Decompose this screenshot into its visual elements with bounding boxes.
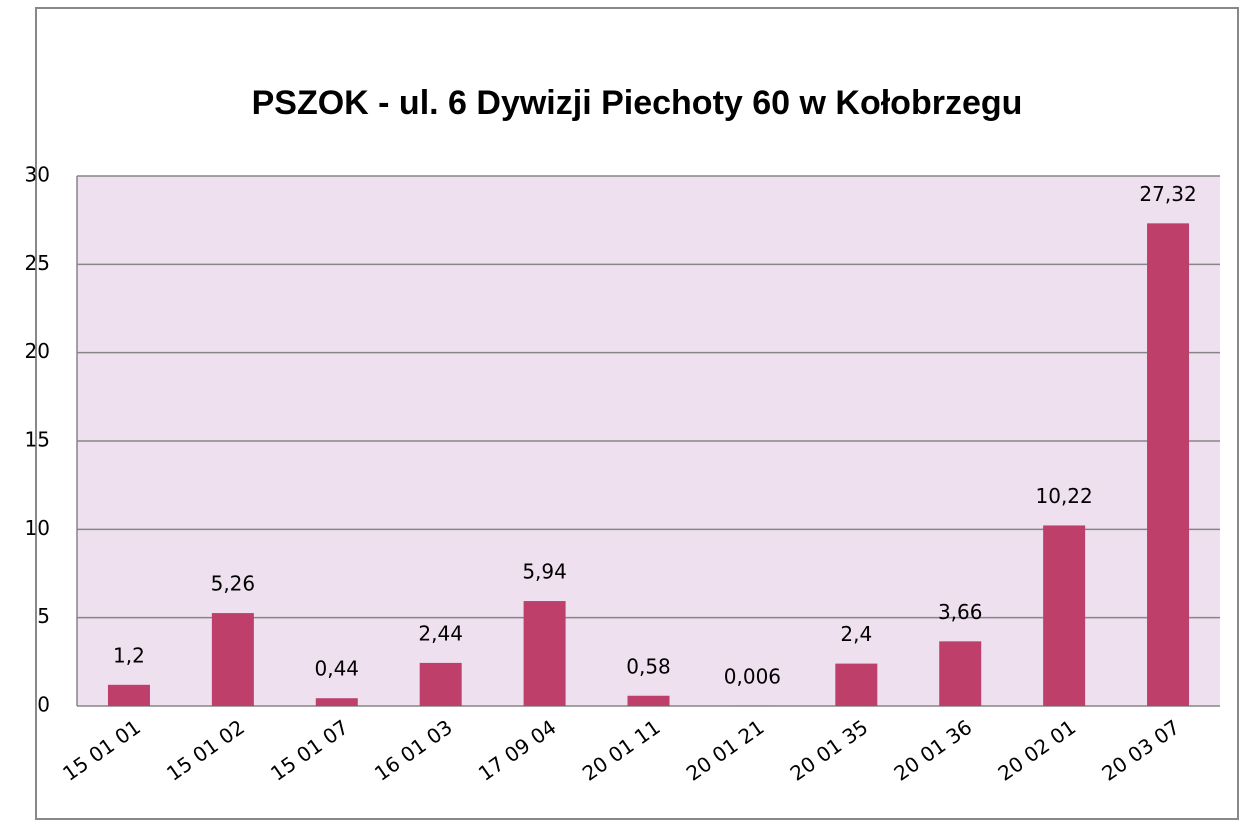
y-tick-label: 15 bbox=[25, 428, 50, 452]
chart-title: PSZOK - ul. 6 Dywizji Piechoty 60 w Koło… bbox=[252, 84, 1023, 122]
data-label: 0,58 bbox=[626, 654, 671, 678]
data-label: 27,32 bbox=[1139, 182, 1196, 206]
y-tick-label: 25 bbox=[25, 251, 50, 275]
bar bbox=[211, 613, 254, 706]
data-label: 0,006 bbox=[724, 664, 781, 688]
data-label: 0,44 bbox=[315, 657, 360, 681]
data-label: 3,66 bbox=[938, 600, 983, 624]
y-tick-label: 10 bbox=[25, 516, 50, 540]
data-label: 10,22 bbox=[1036, 484, 1093, 508]
data-label: 5,94 bbox=[522, 560, 567, 584]
bar bbox=[419, 662, 462, 706]
bar bbox=[315, 698, 358, 706]
bar bbox=[939, 641, 982, 706]
y-tick-label: 5 bbox=[37, 604, 50, 628]
data-label: 2,4 bbox=[840, 622, 872, 646]
y-tick-label: 30 bbox=[25, 163, 50, 187]
bar bbox=[107, 684, 150, 706]
bar bbox=[523, 601, 566, 706]
bar bbox=[1147, 223, 1190, 706]
y-tick-label: 20 bbox=[25, 339, 50, 363]
y-tick-label: 0 bbox=[37, 693, 50, 717]
bar bbox=[1043, 525, 1086, 706]
data-label: 2,44 bbox=[418, 621, 463, 645]
data-label: 1,2 bbox=[113, 643, 145, 667]
data-label: 5,26 bbox=[211, 572, 256, 596]
bar bbox=[835, 663, 878, 706]
bar bbox=[627, 695, 670, 706]
